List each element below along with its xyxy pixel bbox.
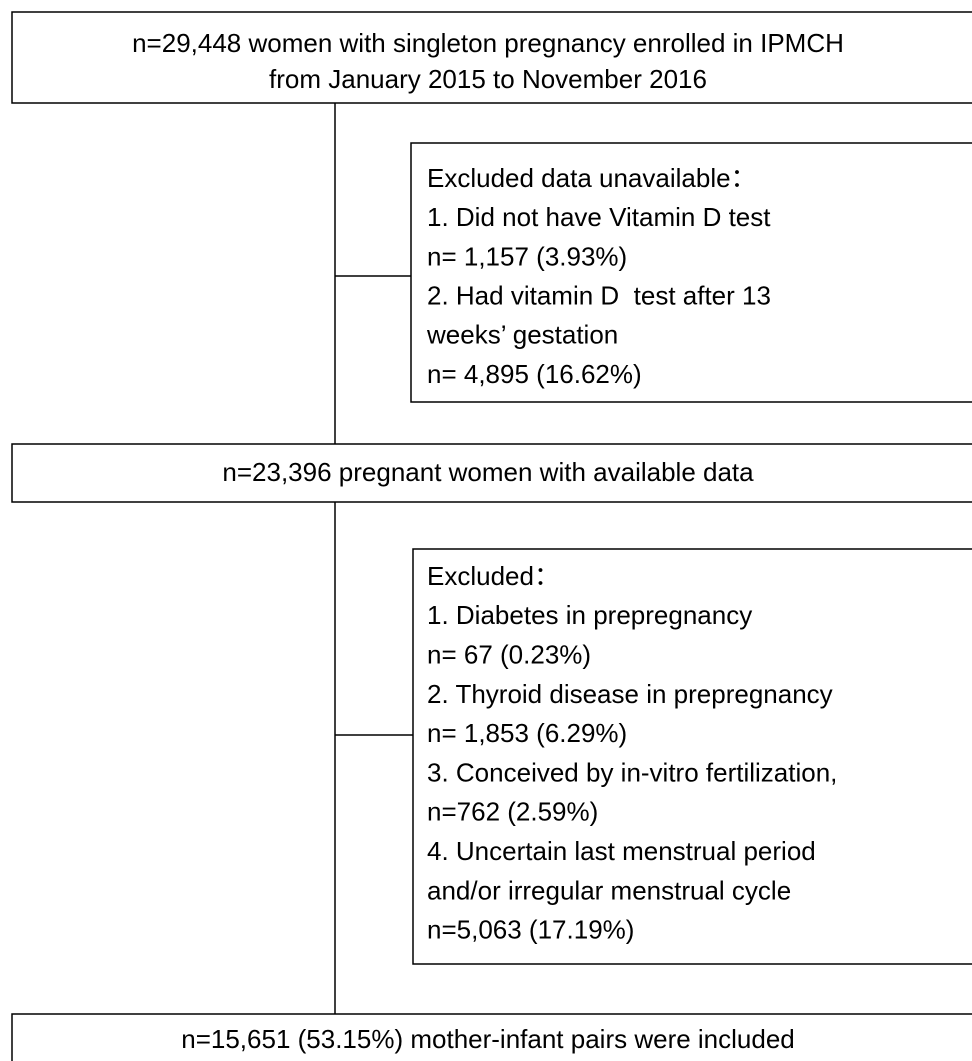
box <box>11 443 972 503</box>
box <box>412 548 972 965</box>
node-text: and/or irregular menstrual cycle <box>427 875 791 905</box>
node-text: 1. Did not have Vitamin D test <box>427 202 771 232</box>
node-text: Excluded data unavailable： <box>427 163 757 193</box>
node-text: n=29,448 women with singleton pregnancy … <box>132 28 844 58</box>
node-text: n= 1,853 (6.29%) <box>427 718 627 748</box>
node-text: 1. Diabetes in prepregnancy <box>427 600 752 630</box>
node-text: from January 2015 to November 2016 <box>269 64 707 94</box>
box <box>11 11 972 104</box>
box <box>11 1013 972 1061</box>
node-text: n=762 (2.59%) <box>427 797 598 827</box>
node-text: n=15,651 (53.15%) mother-infant pairs we… <box>181 1024 795 1054</box>
node-text: n=23,396 pregnant women with available d… <box>222 457 754 487</box>
node-text: n= 4,895 (16.62%) <box>427 359 642 389</box>
node-text: 2. Had vitamin D test after 13 <box>427 280 771 310</box>
node-text: 4. Uncertain last menstrual period <box>427 836 816 866</box>
box <box>410 142 972 403</box>
node-text: n= 67 (0.23%) <box>427 639 591 669</box>
node-text: n= 1,157 (3.93%) <box>427 241 627 271</box>
node-text: weeks’ gestation <box>426 320 618 350</box>
node-text: 3. Conceived by in-vitro fertilization, <box>427 757 837 787</box>
node-text: Excluded： <box>427 561 560 591</box>
node-text: 2. Thyroid disease in prepregnancy <box>427 679 833 709</box>
node-text: n=5,063 (17.19%) <box>427 915 634 945</box>
